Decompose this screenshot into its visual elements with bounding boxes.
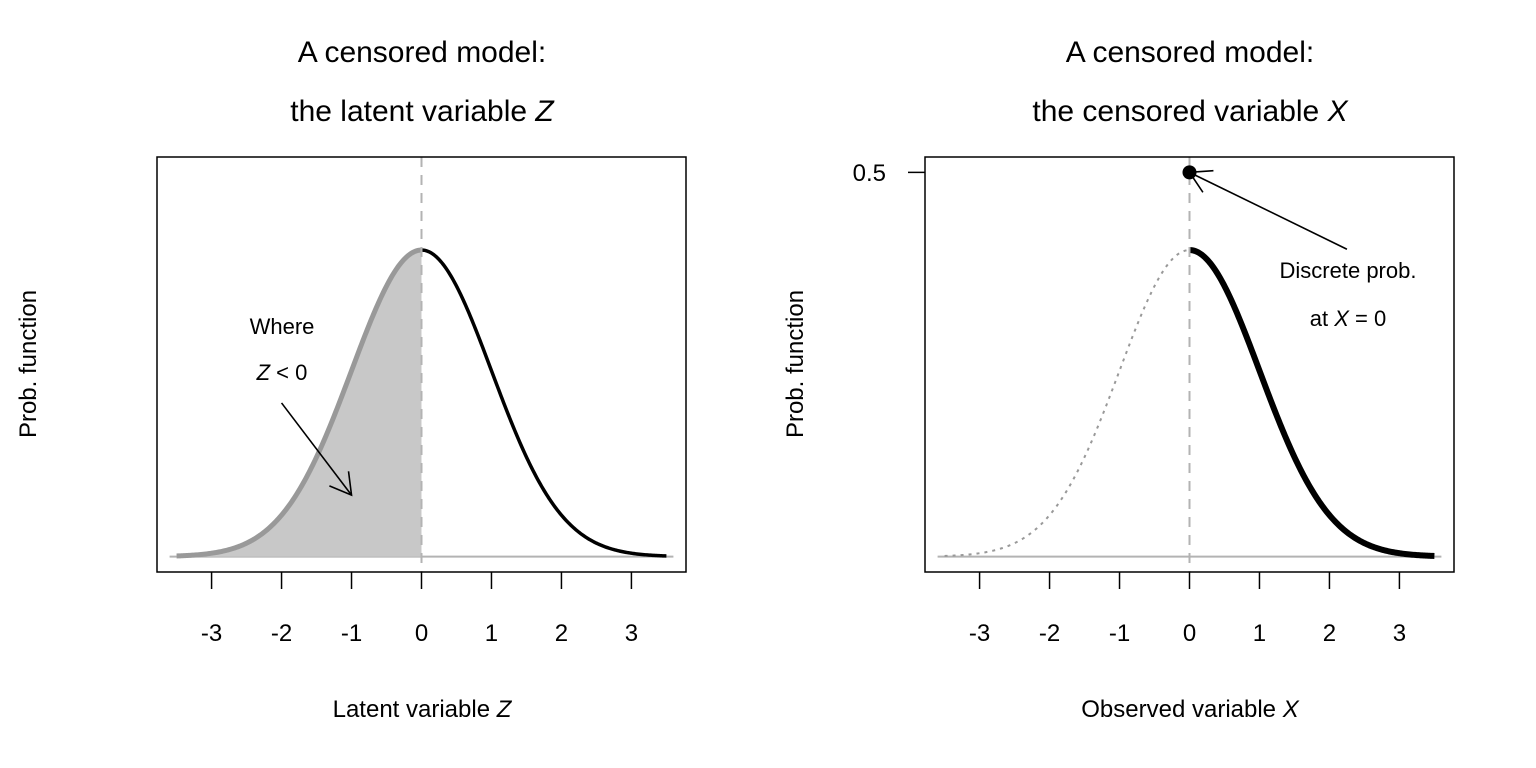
left-title-line1: A censored model:: [298, 36, 546, 69]
right-panel: A censored model: the censored variable …: [782, 36, 1455, 723]
left-annotation-line1: Where: [250, 314, 315, 339]
annotation-arrow-head: [1188, 169, 1214, 193]
right-x-axis-label: Observed variable X: [1081, 696, 1299, 723]
annotation-arrow-shaft: [280, 402, 353, 496]
right-y-tick-label: 0.5: [853, 160, 886, 187]
right-title-line1: A censored model:: [1066, 36, 1314, 69]
x-tick-label: -3: [969, 620, 990, 647]
right-annotation-line1: Discrete prob.: [1280, 258, 1417, 283]
left-x-axis-label: Latent variable Z: [333, 696, 513, 723]
x-tick-label: 1: [485, 620, 498, 647]
x-tick-label: -2: [271, 620, 292, 647]
censored-density-dotted: [944, 249, 1190, 557]
right-annotation-line2: at X = 0: [1310, 306, 1386, 331]
x-tick-label: 0: [1183, 620, 1196, 647]
left-panel: A censored model: the latent variable Z …: [15, 36, 687, 723]
density-curve-left-part: [176, 247, 422, 559]
density-curve-right-part: [421, 248, 667, 558]
shaded-area-z-below-0: [176, 250, 422, 557]
x-tick-label: 2: [1323, 620, 1336, 647]
x-tick-label: 3: [625, 620, 638, 647]
x-tick-label: 1: [1253, 620, 1266, 647]
x-tick-label: 2: [555, 620, 568, 647]
annotation-arrow-head: [329, 471, 353, 497]
observed-density-curve: [1189, 247, 1435, 559]
x-tick-label: -3: [201, 620, 222, 647]
left-annotation-line2: Z < 0: [256, 360, 308, 385]
left-title-line2: the latent variable Z: [290, 95, 555, 128]
x-tick-label: 3: [1393, 620, 1406, 647]
right-title-line2: the censored variable X: [1032, 95, 1348, 128]
left-y-axis-label: Prob. function: [15, 290, 42, 438]
x-tick-label: 0: [415, 620, 428, 647]
right-y-axis-label: Prob. function: [782, 290, 809, 438]
annotation-arrow-shaft: [1189, 171, 1348, 250]
x-tick-label: -2: [1039, 620, 1060, 647]
x-tick-label: -1: [1109, 620, 1130, 647]
x-tick-label: -1: [341, 620, 362, 647]
